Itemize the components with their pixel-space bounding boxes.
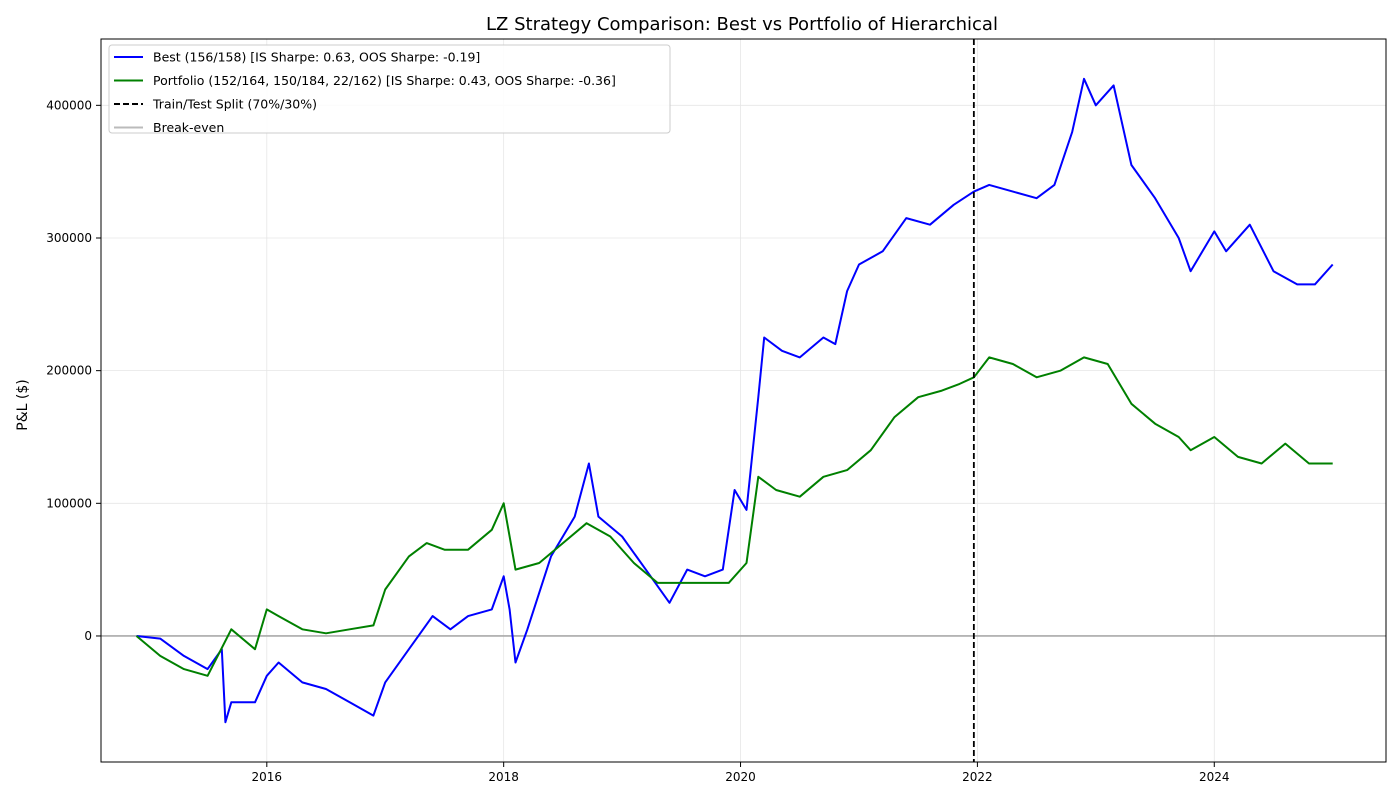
legend-entry-label: Train/Test Split (70%/30%) xyxy=(152,97,317,112)
y-tick-label: 400000 xyxy=(46,98,92,112)
y-tick-label: 200000 xyxy=(46,364,92,378)
plot-area xyxy=(101,39,1386,762)
y-axis-label: P&L ($) xyxy=(15,379,31,430)
x-tick-label: 2024 xyxy=(1199,770,1230,784)
x-tick-label: 2018 xyxy=(488,770,519,784)
axes: 2016 2018 2020 2022 2024 0 100000 200000 300000 4… xyxy=(46,38,1387,784)
x-tick-label: 2020 xyxy=(725,770,756,784)
series-line-best xyxy=(136,77,1334,724)
series-line-portfolio xyxy=(135,356,1333,677)
chart-title: LZ Strategy Comparison: Best vs Portfoli… xyxy=(486,14,998,35)
y-tick-label: 300000 xyxy=(46,231,92,245)
grid-lines xyxy=(101,39,1386,762)
legend-entry-label: Portfolio (152/164, 150/184, 22/162) [IS… xyxy=(153,73,616,88)
legend: Best (156/158) [IS Sharpe: 0.63, OOS Sha… xyxy=(108,44,671,135)
legend-entry-label: Best (156/158) [IS Sharpe: 0.63, OOS Sha… xyxy=(153,50,480,65)
legend-entry-label: Break-even xyxy=(153,120,224,135)
legend-box xyxy=(108,44,671,134)
axes-frame xyxy=(100,38,1387,763)
x-tick-label: 2016 xyxy=(252,770,283,784)
y-tick-label: 100000 xyxy=(46,496,92,510)
y-tick-label: 0 xyxy=(84,629,92,643)
x-tick-label: 2022 xyxy=(962,770,993,784)
